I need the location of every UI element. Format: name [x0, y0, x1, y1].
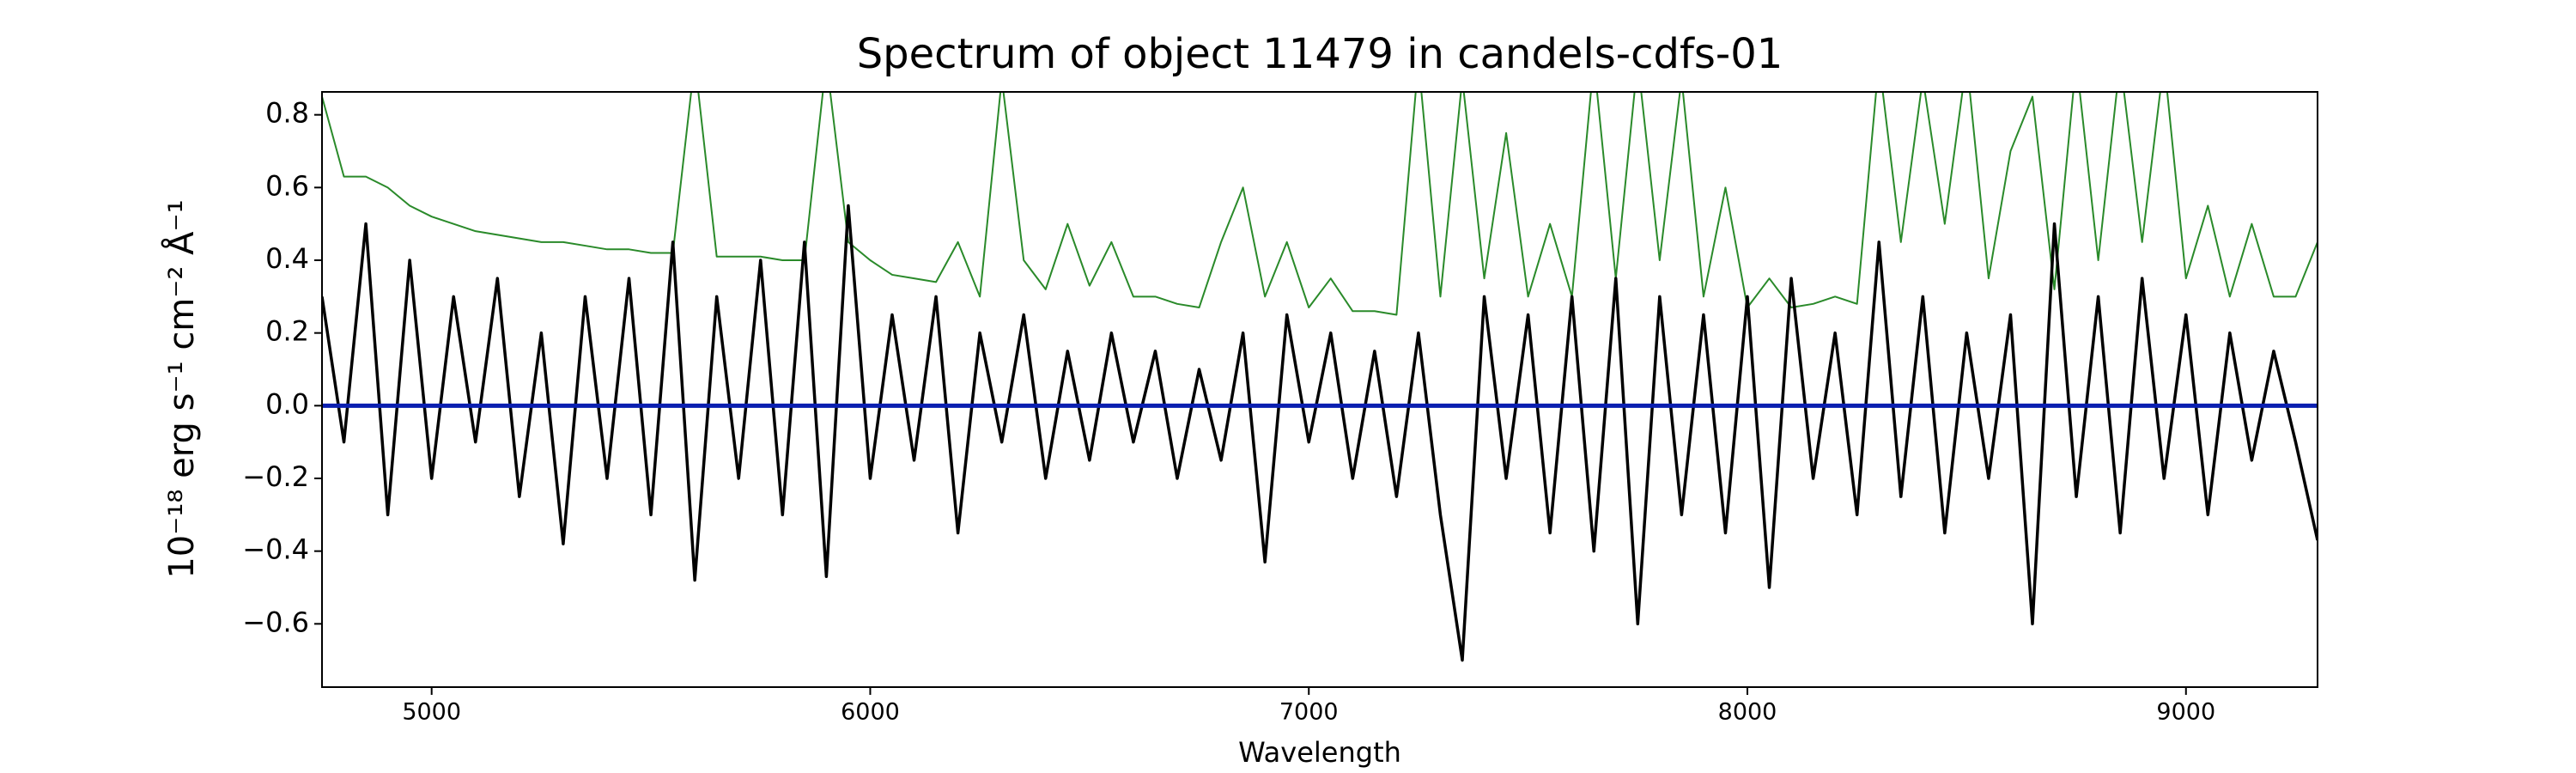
y-tick-label: −0.6 — [242, 606, 309, 638]
y-tick-label: 0.0 — [265, 387, 309, 420]
x-tick-label: 7000 — [1279, 699, 1339, 726]
y-tick-label: −0.4 — [242, 533, 309, 566]
y-axis-label: 10⁻¹⁸ erg s⁻¹ cm⁻² Å⁻¹ — [161, 199, 202, 578]
y-tick-label: 0.6 — [265, 169, 309, 202]
y-tick-label: 0.2 — [265, 315, 309, 348]
x-tick-label: 5000 — [402, 699, 461, 726]
y-tick-label: 0.8 — [265, 97, 309, 130]
chart-title: Spectrum of object 11479 in candels-cdfs… — [857, 30, 1783, 78]
y-tick-label: 0.4 — [265, 242, 309, 275]
plot-area — [322, 92, 2318, 662]
spectrum-line — [322, 92, 2318, 316]
spectrum-line — [322, 204, 2318, 662]
x-tick-label: 8000 — [1718, 699, 1777, 726]
x-axis-label: Wavelength — [1238, 736, 1401, 769]
y-tick-label: −0.2 — [242, 460, 309, 493]
axes-frame — [321, 91, 2318, 688]
x-tick-label: 6000 — [841, 699, 900, 726]
x-tick-label: 9000 — [2156, 699, 2215, 726]
